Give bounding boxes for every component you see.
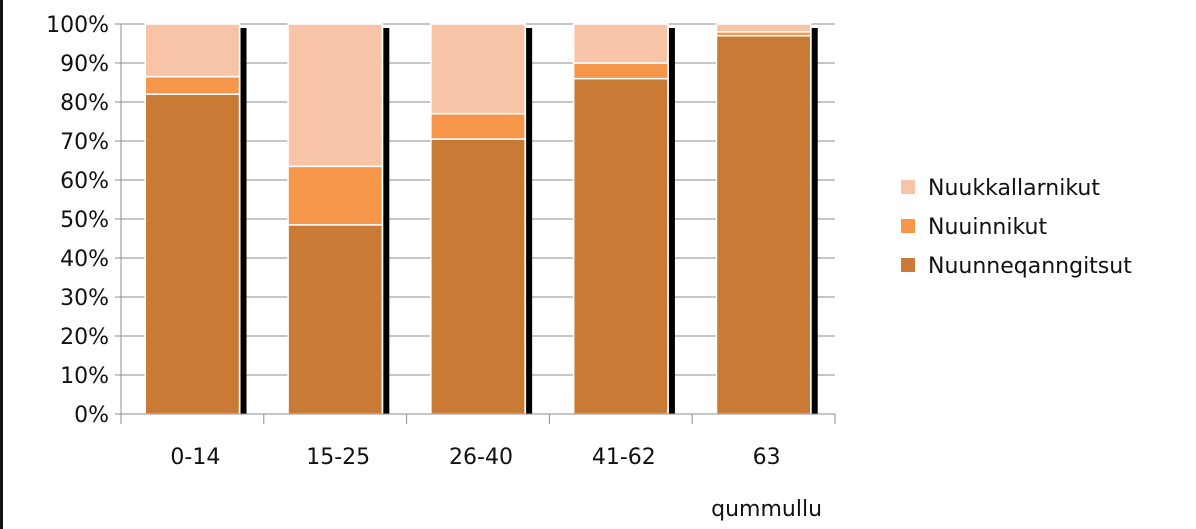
bar-segment xyxy=(287,23,384,168)
bar-segment xyxy=(144,75,241,95)
bar-segment xyxy=(430,112,526,140)
bar-segment xyxy=(430,23,526,115)
bar-shadow xyxy=(526,28,533,414)
legend-swatch xyxy=(901,258,915,272)
bar-shadow xyxy=(668,28,675,414)
legend-swatch xyxy=(901,219,915,233)
y-tick-label: 50% xyxy=(60,208,109,233)
y-tick-label: 60% xyxy=(60,169,109,194)
y-tick-label: 90% xyxy=(60,52,109,77)
bar-segment xyxy=(572,23,669,64)
bar-segment xyxy=(287,165,384,226)
y-tick-label: 0% xyxy=(74,403,109,428)
x-tick-label: 41-62 xyxy=(592,445,656,470)
x-tick-label: 26-40 xyxy=(449,445,513,470)
x-tick-label: 0-14 xyxy=(170,445,220,470)
legend-label: Nuukkallarnikut xyxy=(928,176,1100,201)
x-tick-label: 15-25 xyxy=(306,445,370,470)
y-tick-label: 10% xyxy=(60,364,109,389)
x-tick-label: 63 qummullu xyxy=(711,445,822,522)
axes xyxy=(120,24,836,424)
bar-segment xyxy=(144,23,241,78)
y-tick-labels: 0% 10% 20% 30% 40% 50% 60% 70% 80% 90% 100% xyxy=(46,13,109,428)
y-tick-label: 30% xyxy=(60,286,109,311)
y-tick-label: 80% xyxy=(60,91,109,116)
y-tick-label: 70% xyxy=(60,130,109,155)
legend-swatch xyxy=(901,180,915,194)
legend-label: Nuuinnikut xyxy=(928,215,1047,240)
bar-shadow xyxy=(811,28,818,414)
legend: Nuukkallarnikut Nuuinnikut Nuunneqanngitsu… xyxy=(901,176,1132,279)
y-tick-label: 100% xyxy=(46,13,109,38)
stacked-bar-chart: 0% 10% 20% 30% 40% 50% 60% 70% 80% 90% 100% 0-14 15… xyxy=(46,13,1132,522)
bar-segment xyxy=(715,23,812,33)
legend-label: Nuunneqanngitsut xyxy=(928,254,1132,279)
bar-segment xyxy=(144,93,241,415)
bar-segment xyxy=(572,77,669,415)
bars xyxy=(144,23,818,415)
bar-shadow xyxy=(240,28,247,414)
x-tick-labels: 0-14 15-25 26-40 41-62 63 qummullu xyxy=(170,445,822,522)
bar-segment xyxy=(430,138,526,415)
bar-segment xyxy=(715,34,812,415)
y-tick-label: 20% xyxy=(60,325,109,350)
bar-segment xyxy=(287,224,384,415)
bar-shadow xyxy=(383,28,390,414)
y-tick-label: 40% xyxy=(60,247,109,272)
bar-segment xyxy=(572,62,669,80)
